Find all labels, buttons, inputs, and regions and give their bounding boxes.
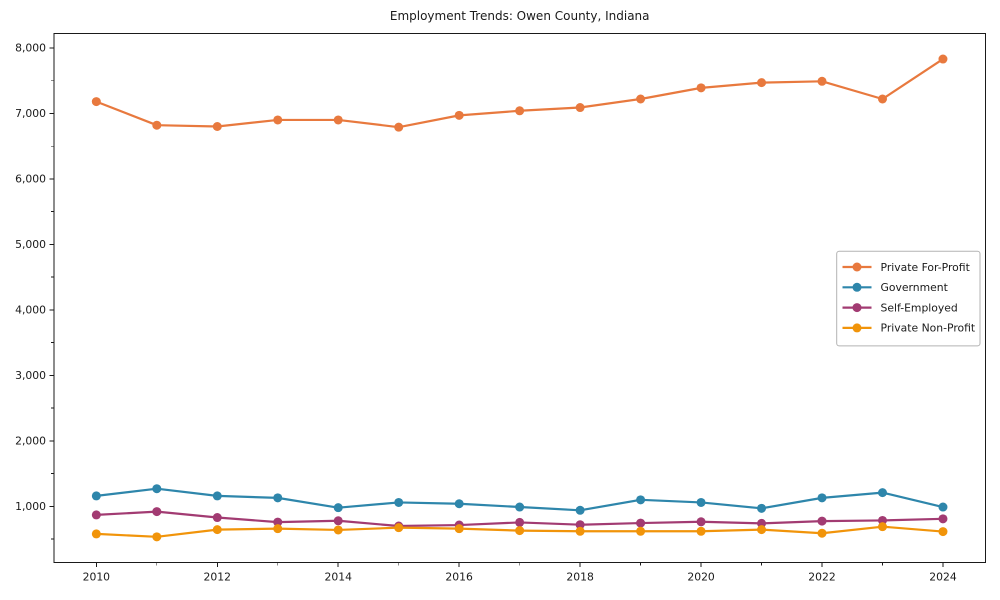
data-point: [515, 106, 525, 116]
data-point: [454, 499, 464, 509]
x-tick-label: 2014: [324, 571, 352, 584]
legend-label: Private For-Profit: [881, 261, 970, 274]
legend-label: Private Non-Profit: [881, 322, 976, 335]
y-tick-label: 8,000: [15, 42, 46, 55]
data-point: [273, 524, 283, 534]
legend-label: Self-Employed: [881, 301, 958, 314]
data-point: [696, 526, 706, 536]
legend-label: Government: [881, 281, 948, 294]
data-point: [212, 491, 222, 501]
data-point: [575, 103, 585, 113]
data-point: [877, 522, 887, 532]
x-tick-label: 2024: [929, 571, 957, 584]
series-lines: [91, 54, 948, 542]
data-point: [515, 517, 525, 527]
data-point: [454, 524, 464, 534]
data-point: [575, 526, 585, 536]
data-point: [394, 122, 404, 132]
data-point: [515, 526, 525, 536]
data-point: [454, 110, 464, 120]
data-point: [273, 517, 283, 527]
data-point: [394, 523, 404, 533]
data-point: [152, 507, 162, 517]
series-line: [95, 57, 945, 129]
x-tick-label: 2020: [687, 571, 715, 584]
data-point: [877, 94, 887, 104]
data-point: [757, 503, 767, 513]
data-point: [696, 83, 706, 93]
data-point: [333, 516, 343, 526]
axes: 1,000 2,000 3,000 4,000 5,000 6,000 7,000 8,000…: [15, 33, 986, 584]
data-point: [877, 488, 887, 498]
data-point: [212, 513, 222, 523]
data-point: [636, 495, 646, 505]
data-point: [333, 115, 343, 125]
data-point: [212, 525, 222, 535]
data-point: [757, 78, 767, 88]
data-point: [938, 502, 948, 512]
data-point: [91, 97, 101, 107]
legend-box: [836, 250, 981, 347]
data-point: [212, 122, 222, 132]
x-tick-label: 2010: [83, 571, 111, 584]
data-point: [273, 493, 283, 503]
data-point: [636, 94, 646, 104]
data-point: [394, 497, 404, 507]
data-point: [333, 503, 343, 513]
legend-swatch-marker: [852, 303, 862, 313]
y-tick-label: 6,000: [15, 173, 46, 186]
data-point: [938, 514, 948, 524]
x-tick-label: 2016: [445, 571, 473, 584]
y-tick-label: 2,000: [15, 435, 46, 448]
data-point: [152, 532, 162, 542]
data-point: [817, 76, 827, 86]
data-point: [91, 491, 101, 501]
data-point: [515, 502, 525, 512]
data-point: [152, 120, 162, 130]
data-point: [636, 526, 646, 536]
data-point: [636, 518, 646, 528]
x-tick-label: 2018: [566, 571, 594, 584]
data-point: [817, 528, 827, 538]
y-tick-label: 3,000: [15, 369, 46, 382]
y-tick-label: 1,000: [15, 500, 46, 513]
legend-swatch-marker: [852, 282, 862, 292]
data-point: [91, 510, 101, 520]
x-tick-label: 2022: [808, 571, 835, 584]
data-point: [575, 505, 585, 515]
x-tick-label: 2012: [204, 571, 231, 584]
y-tick-label: 4,000: [15, 304, 46, 317]
data-point: [877, 515, 887, 525]
data-point: [91, 529, 101, 539]
data-point: [938, 527, 948, 537]
y-tick-label: 7,000: [15, 107, 46, 120]
y-tick-label: 5,000: [15, 238, 46, 251]
data-point: [817, 493, 827, 503]
data-point: [575, 520, 585, 530]
data-point: [696, 517, 706, 527]
legend: Private For-Profit Government Self-Employe…: [836, 250, 981, 347]
legend-swatch-marker: [852, 262, 862, 272]
data-point: [938, 54, 948, 64]
data-point: [152, 484, 162, 494]
data-point: [273, 115, 283, 125]
data-point: [333, 525, 343, 535]
data-point: [757, 525, 767, 535]
data-point: [696, 497, 706, 507]
legend-swatch-marker: [852, 323, 862, 333]
chart-title: Employment Trends: Owen County, Indiana: [390, 9, 650, 23]
data-point: [757, 518, 767, 528]
data-point: [817, 516, 827, 526]
